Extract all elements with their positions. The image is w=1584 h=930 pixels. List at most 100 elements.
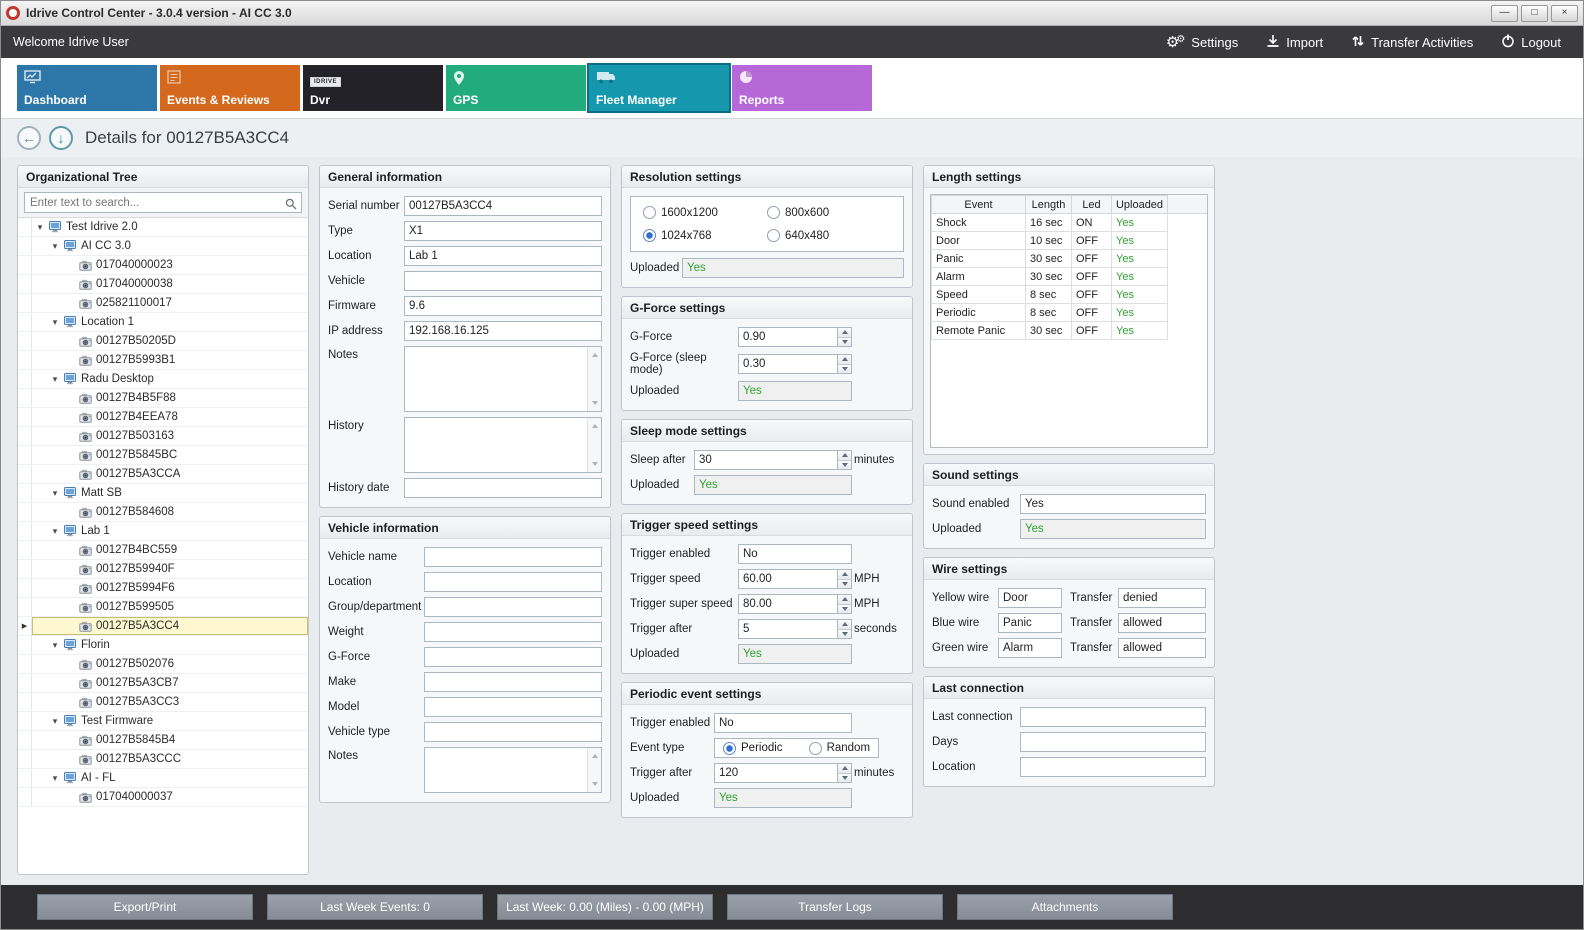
tree-node-00127b5993b1[interactable]: 00127B5993B1 bbox=[18, 351, 308, 370]
history-textarea[interactable] bbox=[405, 418, 601, 472]
column-header[interactable]: Event bbox=[931, 195, 1026, 214]
logout-button[interactable]: Logout bbox=[1501, 33, 1561, 51]
tree-node-00127b584608[interactable]: 00127B584608 bbox=[18, 503, 308, 522]
tab-fleet-manager[interactable]: Fleet Manager bbox=[589, 65, 729, 111]
ip-address-input[interactable] bbox=[404, 321, 602, 341]
blue-wire-input[interactable] bbox=[998, 613, 1062, 633]
tree-node-ai-cc-3-0[interactable]: ▾ AI CC 3.0 bbox=[18, 237, 308, 256]
gforce-input[interactable] bbox=[738, 327, 852, 347]
spin-up-button[interactable] bbox=[838, 328, 851, 337]
vehicle-notes-textarea[interactable] bbox=[425, 748, 601, 792]
tree-node-00127b502076[interactable]: 00127B502076 bbox=[18, 655, 308, 674]
settings-button[interactable]: ⚙⚙ Settings bbox=[1165, 33, 1239, 51]
tree-node-lab-1[interactable]: ▾ Lab 1 bbox=[18, 522, 308, 541]
minimize-button[interactable]: — bbox=[1491, 4, 1518, 22]
firmware-input[interactable] bbox=[404, 296, 602, 316]
vehicle-gforce-input[interactable] bbox=[424, 647, 602, 667]
weight-input[interactable] bbox=[424, 622, 602, 642]
tree-node-00127b599505[interactable]: 00127B599505 bbox=[18, 598, 308, 617]
blue-wire-transfer-input[interactable] bbox=[1118, 613, 1206, 633]
length-table-row[interactable]: Speed 8 sec OFF Yes bbox=[931, 285, 1208, 304]
length-table-row[interactable]: Door 10 sec OFF Yes bbox=[931, 231, 1208, 250]
tree-node-ai-fl[interactable]: ▾ AI - FL bbox=[18, 769, 308, 788]
yellow-wire-input[interactable] bbox=[998, 588, 1062, 608]
tree-node-00127b5a3cb7[interactable]: 00127B5A3CB7 bbox=[18, 674, 308, 693]
tree-node-radu-desktop[interactable]: ▾ Radu Desktop bbox=[18, 370, 308, 389]
length-table-row[interactable]: Panic 30 sec OFF Yes bbox=[931, 249, 1208, 268]
tree-node-00127b59940f[interactable]: 00127B59940F bbox=[18, 560, 308, 579]
tree-node-00127b5845b4[interactable]: 00127B5845B4 bbox=[18, 731, 308, 750]
transfer-activities-button[interactable]: Transfer Activities bbox=[1351, 34, 1473, 51]
attachments-button[interactable]: Attachments bbox=[957, 894, 1173, 920]
radio-640x480[interactable] bbox=[767, 229, 780, 242]
trigger-speed-input[interactable] bbox=[738, 569, 852, 589]
green-wire-input[interactable] bbox=[998, 638, 1062, 658]
tree-node-00127b5a3ccc[interactable]: 00127B5A3CCC bbox=[18, 750, 308, 769]
vehicle-name-input[interactable] bbox=[424, 547, 602, 567]
tree-node-017040000037[interactable]: 017040000037 bbox=[18, 788, 308, 807]
expander-icon[interactable]: ▾ bbox=[52, 715, 58, 726]
group-department-input[interactable] bbox=[424, 597, 602, 617]
tab-events-reviews[interactable]: Events & Reviews bbox=[160, 65, 300, 111]
vehicle-location-input[interactable] bbox=[424, 572, 602, 592]
model-input[interactable] bbox=[424, 697, 602, 717]
periodic-after-input[interactable] bbox=[714, 763, 852, 783]
notes-textarea[interactable] bbox=[405, 347, 601, 411]
last-connection-input[interactable] bbox=[1020, 707, 1206, 727]
green-wire-transfer-input[interactable] bbox=[1118, 638, 1206, 658]
column-header[interactable]: Led bbox=[1071, 195, 1112, 214]
tab-reports[interactable]: Reports bbox=[732, 65, 872, 111]
serial-number-input[interactable] bbox=[404, 196, 602, 216]
make-input[interactable] bbox=[424, 672, 602, 692]
column-header[interactable]: Uploaded bbox=[1111, 195, 1168, 214]
export-print-button[interactable]: Export/Print bbox=[37, 894, 253, 920]
spin-up-button[interactable] bbox=[838, 451, 851, 460]
vehicle-input[interactable] bbox=[404, 271, 602, 291]
tree-node-00127b5994f6[interactable]: 00127B5994F6 bbox=[18, 579, 308, 598]
tab-dashboard[interactable]: Dashboard bbox=[17, 65, 157, 111]
last-week-miles-button[interactable]: Last Week: 0.00 (Miles) - 0.00 (MPH) bbox=[497, 894, 713, 920]
radio-random[interactable] bbox=[808, 741, 822, 755]
tree-node-00127b4eea78[interactable]: 00127B4EEA78 bbox=[18, 408, 308, 427]
tree-node-00127b5a3cc3[interactable]: 00127B5A3CC3 bbox=[18, 693, 308, 712]
spin-up-button[interactable] bbox=[838, 570, 851, 579]
expander-icon[interactable]: ▾ bbox=[37, 221, 43, 232]
tree-node-00127b4bc559[interactable]: 00127B4BC559 bbox=[18, 541, 308, 560]
spin-up-button[interactable] bbox=[838, 595, 851, 604]
expander-icon[interactable]: ▾ bbox=[52, 487, 58, 498]
tab-gps[interactable]: GPS bbox=[446, 65, 586, 111]
length-table-row[interactable]: Shock 16 sec ON Yes bbox=[931, 213, 1208, 232]
spin-up-button[interactable] bbox=[838, 355, 851, 364]
days-input[interactable] bbox=[1020, 732, 1206, 752]
tree-node-test-idrive-2-0[interactable]: ▾ Test Idrive 2.0 bbox=[18, 218, 308, 237]
periodic-enabled-input[interactable] bbox=[714, 713, 852, 733]
type-input[interactable] bbox=[404, 221, 602, 241]
maximize-button[interactable]: □ bbox=[1521, 4, 1548, 22]
tree-node-00127b4b5f88[interactable]: 00127B4B5F88 bbox=[18, 389, 308, 408]
vehicle-type-input[interactable] bbox=[424, 722, 602, 742]
last-week-events-button[interactable]: Last Week Events: 0 bbox=[267, 894, 483, 920]
spin-up-button[interactable] bbox=[838, 764, 851, 773]
history-date-input[interactable] bbox=[404, 478, 602, 498]
expander-icon[interactable]: ▾ bbox=[52, 316, 58, 327]
expander-icon[interactable]: ▾ bbox=[52, 639, 58, 650]
yellow-wire-transfer-input[interactable] bbox=[1118, 588, 1206, 608]
expander-icon[interactable]: ▾ bbox=[52, 772, 58, 783]
sound-enabled-input[interactable] bbox=[1020, 494, 1206, 514]
tab-dvr[interactable]: IDRIVE Dvr bbox=[303, 65, 443, 111]
length-table-row[interactable]: Periodic 8 sec OFF Yes bbox=[931, 303, 1208, 322]
spin-down-button[interactable] bbox=[838, 772, 851, 782]
tree-node-00127b50205d[interactable]: 00127B50205D bbox=[18, 332, 308, 351]
tree-node-florin[interactable]: ▾ Florin bbox=[18, 636, 308, 655]
tree-node-025821100017[interactable]: 025821100017 bbox=[18, 294, 308, 313]
transfer-logs-button[interactable]: Transfer Logs bbox=[727, 894, 943, 920]
location-input[interactable] bbox=[404, 246, 602, 266]
import-button[interactable]: Import bbox=[1266, 34, 1323, 51]
tree-node-017040000023[interactable]: 017040000023 bbox=[18, 256, 308, 275]
expander-icon[interactable]: ▾ bbox=[52, 525, 58, 536]
radio-periodic[interactable] bbox=[723, 741, 736, 755]
trigger-after-input[interactable] bbox=[738, 619, 852, 639]
radio-1024x768[interactable] bbox=[643, 229, 656, 242]
spin-down-button[interactable] bbox=[838, 336, 851, 346]
spin-down-button[interactable] bbox=[838, 603, 851, 613]
